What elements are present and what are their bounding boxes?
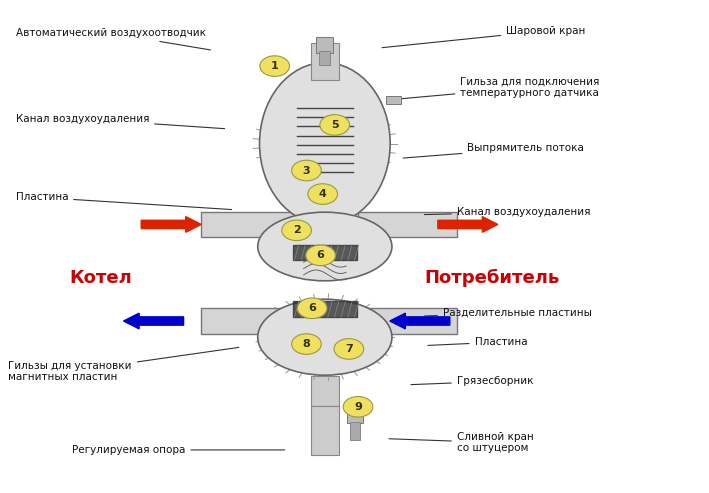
Text: 2: 2 — [293, 225, 301, 235]
FancyArrow shape — [141, 216, 201, 232]
Circle shape — [291, 334, 321, 354]
Ellipse shape — [258, 212, 392, 281]
Text: Гильза для подключения
температурного датчика: Гильза для подключения температурного да… — [396, 76, 600, 99]
Text: 1: 1 — [271, 61, 279, 71]
Circle shape — [320, 115, 350, 135]
FancyBboxPatch shape — [311, 377, 339, 406]
FancyBboxPatch shape — [350, 422, 360, 440]
FancyArrow shape — [123, 313, 184, 329]
Text: Пластина: Пластина — [16, 192, 232, 210]
FancyArrow shape — [390, 313, 450, 329]
Ellipse shape — [258, 299, 392, 375]
FancyBboxPatch shape — [311, 406, 339, 455]
Text: Регулируемая опора: Регулируемая опора — [72, 445, 284, 455]
Ellipse shape — [259, 63, 390, 224]
Circle shape — [297, 298, 327, 318]
Circle shape — [308, 184, 337, 204]
Text: 3: 3 — [303, 166, 311, 176]
Text: Разделительные пластины: Разделительные пластины — [425, 308, 591, 317]
Text: Автоматический воздухоотводчик: Автоматический воздухоотводчик — [16, 28, 211, 50]
Circle shape — [334, 339, 364, 359]
FancyBboxPatch shape — [347, 401, 363, 423]
Text: Потребитель: Потребитель — [425, 269, 560, 287]
Circle shape — [260, 56, 289, 76]
Circle shape — [343, 396, 373, 417]
Text: Котел: Котел — [69, 269, 132, 287]
Text: Пластина: Пластина — [428, 337, 527, 347]
Text: 8: 8 — [303, 339, 311, 349]
FancyBboxPatch shape — [358, 308, 457, 334]
Circle shape — [291, 160, 321, 181]
FancyArrow shape — [438, 216, 498, 232]
Text: Сливной кран
со штуцером: Сливной кран со штуцером — [389, 432, 534, 454]
Circle shape — [281, 220, 311, 241]
FancyBboxPatch shape — [201, 308, 299, 334]
Text: Канал воздухоудаления: Канал воздухоудаления — [425, 207, 591, 217]
FancyBboxPatch shape — [358, 211, 457, 237]
Text: Выпрямитель потока: Выпрямитель потока — [403, 143, 584, 158]
FancyBboxPatch shape — [386, 96, 401, 105]
FancyBboxPatch shape — [311, 43, 339, 80]
Text: Гильзы для установки
магнитных пластин: Гильзы для установки магнитных пластин — [9, 348, 239, 382]
Text: 6: 6 — [308, 303, 316, 313]
Text: Шаровой кран: Шаровой кран — [382, 26, 586, 48]
Text: 9: 9 — [354, 402, 362, 412]
Text: 6: 6 — [317, 250, 325, 260]
FancyBboxPatch shape — [319, 51, 330, 65]
Text: Грязесборник: Грязесборник — [411, 376, 533, 387]
Text: 4: 4 — [319, 189, 327, 199]
Circle shape — [306, 245, 335, 266]
Text: 5: 5 — [331, 120, 338, 130]
Text: Канал воздухоудаления: Канал воздухоудаления — [16, 114, 225, 129]
Text: 7: 7 — [345, 344, 352, 354]
FancyBboxPatch shape — [201, 211, 299, 237]
FancyBboxPatch shape — [316, 37, 333, 53]
